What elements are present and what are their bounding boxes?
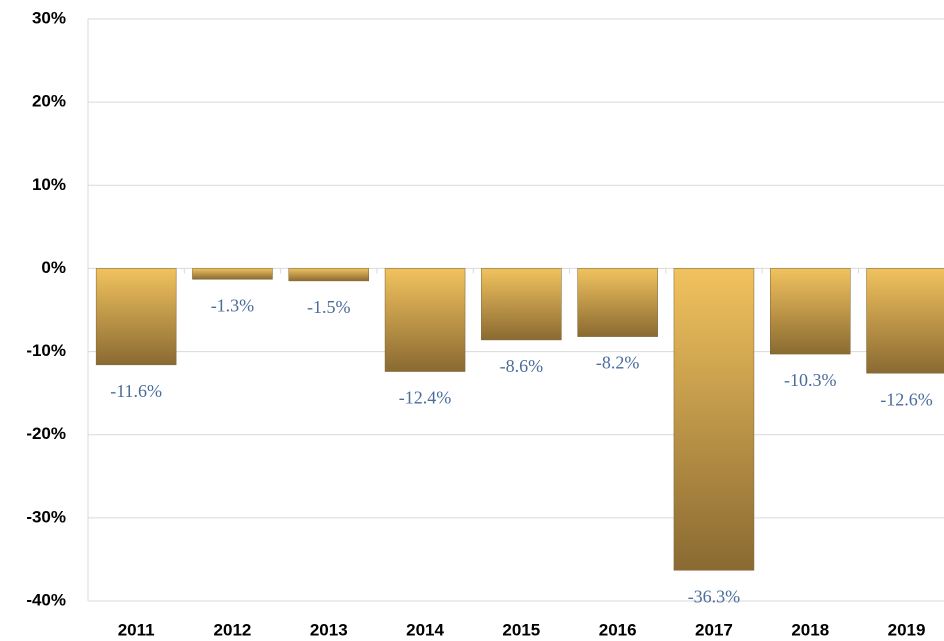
x-tick-label: 2017 xyxy=(695,620,733,639)
value-label: -1.3% xyxy=(211,295,255,315)
y-tick-label: -40% xyxy=(26,590,66,609)
x-tick-label: 2019 xyxy=(888,620,926,639)
bar xyxy=(288,268,369,282)
value-label: -8.2% xyxy=(596,353,640,373)
bar xyxy=(673,268,755,571)
value-label: -12.4% xyxy=(399,388,452,408)
y-tick-label: 0% xyxy=(41,258,66,277)
x-tick-label: 2014 xyxy=(406,620,444,639)
x-tick-label: 2013 xyxy=(310,620,348,639)
x-tick-label: 2011 xyxy=(118,620,155,639)
bar xyxy=(866,268,944,374)
value-label: -10.3% xyxy=(784,370,837,390)
value-label: -8.6% xyxy=(500,356,544,376)
y-tick-label: -10% xyxy=(26,341,66,360)
value-label: -1.5% xyxy=(307,297,351,317)
value-label: -12.6% xyxy=(880,389,933,409)
y-tick-label: 20% xyxy=(32,92,66,111)
y-tick-label: 30% xyxy=(32,8,66,27)
bar xyxy=(384,268,466,372)
value-label: -11.6% xyxy=(110,381,162,401)
bar xyxy=(95,268,177,366)
y-tick-label: -30% xyxy=(26,507,66,526)
x-tick-label: 2012 xyxy=(214,620,252,639)
bar xyxy=(192,268,273,280)
bar xyxy=(481,268,562,341)
x-tick-label: 2018 xyxy=(791,620,829,639)
x-tick-label: 2015 xyxy=(502,620,540,639)
y-tick-label: -20% xyxy=(26,424,66,443)
bar xyxy=(577,268,658,337)
y-tick-label: 10% xyxy=(32,175,66,194)
value-label: -36.3% xyxy=(688,586,741,606)
bar xyxy=(770,268,851,355)
x-tick-label: 2016 xyxy=(599,620,637,639)
